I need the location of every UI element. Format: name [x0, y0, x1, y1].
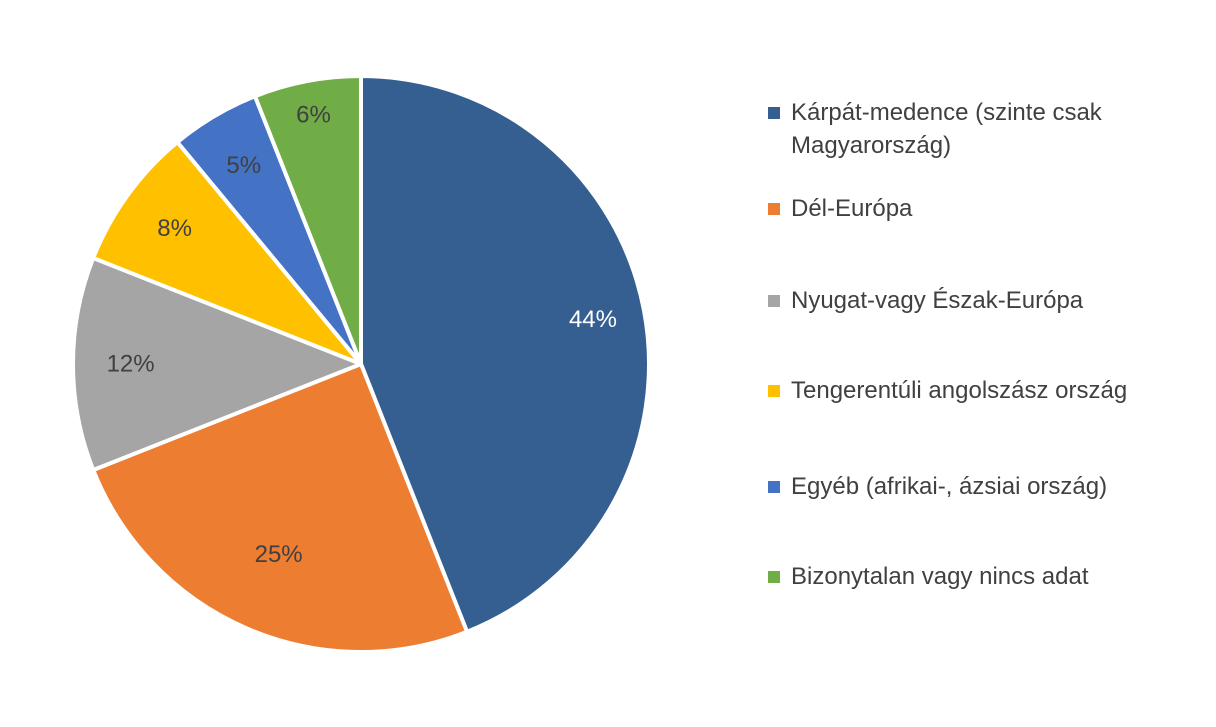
- pie-slice-bizonytalan-vagy-nincs-adat: [252, 74, 363, 366]
- legend-item-tengerentuli: Tengerentúli angolszász ország: [768, 374, 1171, 407]
- legend-item-del-europa: Dél-Európa: [768, 192, 1171, 225]
- pie-slice-nyugat-vagy-eszak-europa: [71, 255, 363, 473]
- data-label-karpat-medence-szinte-csak-magyarorszag: 44%: [569, 306, 617, 333]
- legend-swatch-egyeb: [768, 481, 780, 493]
- data-label-del-europa: 25%: [255, 541, 303, 568]
- legend-item-karpat-medence: Kárpát-medence (szinte csak Magyarország…: [768, 96, 1171, 162]
- legend-label-del-europa: Dél-Európa: [791, 195, 913, 222]
- pie-slice-del-europa: [91, 362, 470, 654]
- legend-swatch-karpat-medence: [768, 107, 780, 119]
- legend-swatch-tengerentuli: [768, 385, 780, 397]
- pie-slice-tengerentuli-angolszasz-orszag: [91, 140, 363, 366]
- data-label-tengerentuli-angolszasz-orszag: 8%: [157, 215, 192, 242]
- data-label-bizonytalan-vagy-nincs-adat: 6%: [296, 102, 331, 129]
- legend-swatch-bizonytalan: [768, 571, 780, 583]
- pie-slice-karpat-medence-szinte-csak-magyarorszag: [359, 74, 651, 634]
- legend-swatch-del-europa: [768, 203, 780, 215]
- legend-label-egyeb: Egyéb (afrikai-, ázsiai ország): [791, 473, 1108, 500]
- legend-item-nyugat-eszak-europa: Nyugat-vagy Észak-Európa: [768, 284, 1171, 317]
- legend-label-nyugat-eszak-europa: Nyugat-vagy Észak-Európa: [791, 287, 1084, 314]
- legend-label-karpat-medence: Kárpát-medence (szinte csak Magyarország…: [791, 99, 1102, 159]
- legend-item-egyeb: Egyéb (afrikai-, ázsiai ország): [768, 470, 1171, 503]
- data-label-egyeb-afrikai-azsiai-orszag: 5%: [226, 152, 261, 179]
- legend-swatch-nyugat-eszak-europa: [768, 295, 780, 307]
- data-label-nyugat-vagy-eszak-europa: 12%: [107, 351, 155, 378]
- legend-label-tengerentuli: Tengerentúli angolszász ország: [791, 377, 1128, 404]
- legend-label-bizonytalan: Bizonytalan vagy nincs adat: [791, 563, 1089, 590]
- legend-item-bizonytalan: Bizonytalan vagy nincs adat: [768, 560, 1171, 593]
